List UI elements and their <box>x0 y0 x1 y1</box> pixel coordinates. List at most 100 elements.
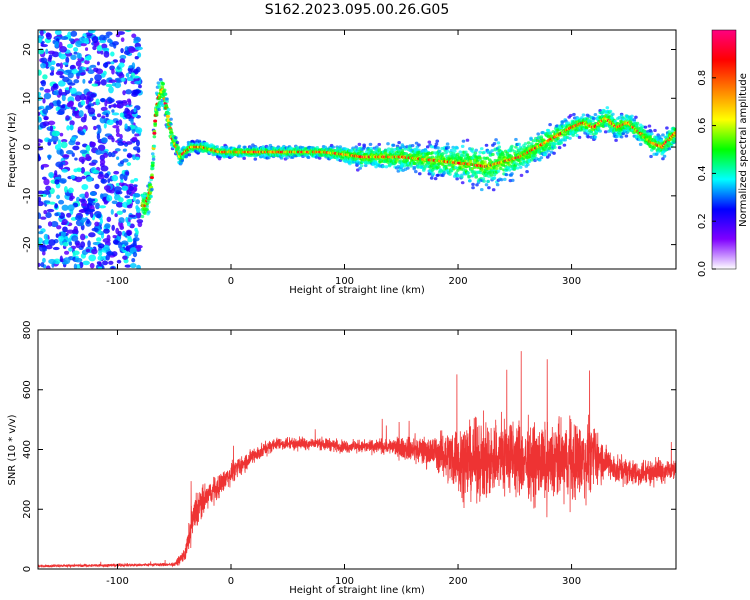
spectrogram-cell <box>215 145 219 149</box>
spectrogram-cell <box>134 80 142 85</box>
spectrogram-cell <box>95 202 100 210</box>
spectrogram-cell <box>381 164 386 169</box>
spectrogram-cell <box>108 79 116 84</box>
spectrogram-cell <box>649 154 653 159</box>
spectrogram-cell <box>113 170 120 175</box>
spectrogram-cell <box>126 198 133 205</box>
spectrogram-cell <box>456 174 461 178</box>
spectrogram-cell <box>80 233 86 241</box>
spectrogram-cell <box>106 251 114 256</box>
spectrogram-cell <box>632 118 637 122</box>
spectrogram-cell <box>103 152 109 158</box>
spectrogram-cell <box>72 145 80 151</box>
spectrogram-cell <box>103 200 108 205</box>
spectrogram-cell <box>125 141 133 145</box>
y-tick-label: 10 <box>22 92 33 105</box>
spectrogram-cell <box>70 30 78 37</box>
spectrogram-cell <box>54 30 62 36</box>
spectrogram-cell <box>96 61 100 66</box>
spectrogram-cell <box>38 190 45 195</box>
spectrogram-cell <box>46 208 55 213</box>
spectrogram-cell <box>442 171 447 175</box>
spectrogram-cell <box>58 41 63 49</box>
spectrogram-cell <box>38 147 44 151</box>
spectrogram-cell <box>437 165 441 169</box>
spectrogram-cell <box>526 144 531 148</box>
spectrogram-cell <box>90 141 96 147</box>
spectrogram-cell <box>79 209 85 213</box>
spectrogram-cell <box>146 210 151 214</box>
spectrogram-cell <box>119 54 127 60</box>
spectrogram-cell <box>55 233 60 238</box>
spectrogram-cell <box>88 30 96 34</box>
spectrogram-cell <box>445 142 450 146</box>
spectrogram-cell <box>657 134 662 139</box>
spectrogram-cell <box>473 151 478 155</box>
x-tick-label: 0 <box>228 576 234 587</box>
spectrogram-cell <box>53 90 61 96</box>
spectrogram-cell <box>375 145 379 149</box>
spectrogram-cell <box>66 212 72 218</box>
spectrogram-cell <box>128 214 136 218</box>
spectrogram-cell <box>145 204 150 208</box>
spectrogram-cell <box>85 105 91 110</box>
spectrogram-cell <box>593 135 598 139</box>
spectrogram-cell <box>38 212 42 220</box>
spectrogram-cell <box>417 143 421 147</box>
spectrogram-cell <box>134 227 138 232</box>
spectrogram-cell <box>148 191 153 195</box>
spectrogram-cell <box>101 137 108 144</box>
spectrogram-cell <box>673 137 676 141</box>
spectrogram-cell <box>169 122 173 126</box>
spectrogram-cell <box>180 159 184 163</box>
spectrogram-cell <box>74 95 82 102</box>
spectrogram-cell <box>635 121 640 125</box>
spectrogram-cell <box>140 214 145 219</box>
spectrogram-cell <box>357 142 362 146</box>
spectrogram-cell <box>111 41 119 46</box>
spectrogram-cell <box>83 96 89 100</box>
spectrogram-cell <box>495 183 500 187</box>
spectrogram-cell <box>433 176 438 181</box>
spectrogram-cell <box>133 107 137 113</box>
spectrogram-cell <box>162 88 167 92</box>
spectrogram-cell <box>362 143 366 147</box>
spectrogram-cell <box>88 66 92 70</box>
spectrogram-cell <box>73 168 78 173</box>
spectrogram-cell <box>653 128 657 133</box>
spectrogram-cell <box>100 106 108 112</box>
spectrogram-cell <box>114 213 118 218</box>
spectrogram-cell <box>41 250 46 256</box>
spectrogram-cell <box>80 167 86 174</box>
spectrogram-cell <box>88 254 97 262</box>
spectrogram-cell <box>115 100 124 104</box>
spectrogram-cell <box>69 65 75 70</box>
spectrogram-cell <box>42 257 46 263</box>
spectrogram-cell <box>514 145 518 149</box>
spectrogram-cell <box>377 147 382 151</box>
spectrogram-cell <box>96 133 101 140</box>
spectrogram-cell <box>59 53 67 60</box>
spectrogram-cell <box>103 228 110 234</box>
spectrogram-cell <box>54 212 59 217</box>
spectrogram-cell <box>135 205 139 210</box>
spectrogram-cell <box>133 89 142 94</box>
spectrogram-cell <box>514 137 518 142</box>
spectrogram-cell <box>151 155 156 159</box>
spectrogram-cell <box>102 260 109 266</box>
spectrogram-cell <box>603 130 608 134</box>
spectrogram-cell <box>75 40 83 48</box>
spectrogram-cell <box>59 178 67 184</box>
spectrogram-cell <box>611 112 615 116</box>
spectrogram-cell <box>487 186 491 190</box>
spectrogram-cell <box>665 126 669 130</box>
spectrogram-cell <box>647 124 652 128</box>
spectrogram-cell <box>114 82 122 89</box>
spectrogram-cell <box>521 162 525 167</box>
spectrogram-cell <box>449 148 454 153</box>
spectrogram-cell <box>42 108 49 115</box>
spectrogram-cell <box>39 87 44 91</box>
spectrogram-cell <box>391 143 396 147</box>
spectrogram-cell <box>118 73 125 79</box>
spectrogram-cell <box>466 171 471 175</box>
